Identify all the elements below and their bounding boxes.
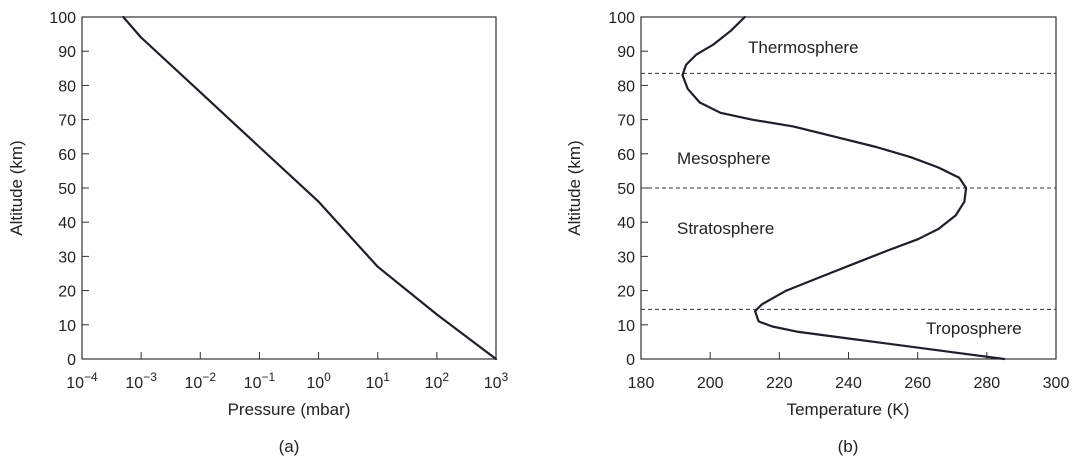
x-tick-label: 103 <box>484 370 509 392</box>
x-tick-label: 100 <box>306 370 331 392</box>
x-axis-title: Pressure (mbar) <box>228 400 351 419</box>
x-tick-exponent: 1 <box>383 370 390 384</box>
y-tick-label: 10 <box>58 318 76 335</box>
y-tick-label: 0 <box>67 352 76 369</box>
x-tick-base: 10 <box>484 375 502 392</box>
y-tick-label: 80 <box>58 78 76 95</box>
x-axis-ticks: 10−4 10−3 10−2 10−1 100 101 102 103 <box>66 352 509 392</box>
y-tick-label: 20 <box>58 284 76 301</box>
x-tick-base: 10 <box>365 375 383 392</box>
x-tick-label: 10−2 <box>185 370 217 392</box>
y-tick-label: 30 <box>617 249 635 266</box>
x-tick-exponent: −2 <box>202 370 216 384</box>
x-tick-base: 10 <box>185 375 203 392</box>
y-tick-label: 100 <box>49 10 76 27</box>
y-tick-label: 0 <box>626 352 635 369</box>
panel-label: (a) <box>279 437 300 456</box>
y-tick-label: 50 <box>617 181 635 198</box>
x-tick-exponent: −3 <box>143 370 157 384</box>
x-tick-label: 240 <box>835 375 862 392</box>
y-axis-title: Altitude (km) <box>565 140 584 235</box>
x-tick-label: 10−3 <box>125 370 157 392</box>
x-tick-base: 10 <box>125 375 143 392</box>
x-tick-exponent: −1 <box>261 370 275 384</box>
x-tick-label: 220 <box>766 375 793 392</box>
region-label-troposphere: Troposphere <box>926 319 1022 338</box>
y-tick-label: 40 <box>617 215 635 232</box>
y-axis-ticks: 0 10 20 30 40 50 60 70 80 90 100 <box>608 10 648 369</box>
x-axis-title: Temperature (K) <box>787 400 910 419</box>
y-axis-ticks: 0 10 20 30 40 50 60 70 80 90 100 <box>49 10 89 369</box>
x-tick-exponent: −4 <box>84 370 98 384</box>
x-tick-label: 180 <box>628 375 655 392</box>
y-tick-label: 70 <box>617 113 635 130</box>
x-tick-label: 102 <box>425 370 450 392</box>
y-tick-label: 70 <box>58 113 76 130</box>
y-tick-label: 80 <box>617 78 635 95</box>
y-tick-label: 30 <box>58 249 76 266</box>
x-tick-label: 10−1 <box>244 370 276 392</box>
region-label-stratosphere: Stratosphere <box>677 219 774 238</box>
temperature-profile-line <box>681 15 1006 361</box>
x-axis-ticks: 180 200 220 240 260 280 300 <box>628 352 1070 392</box>
y-tick-label: 90 <box>58 44 76 61</box>
x-tick-base: 10 <box>66 375 84 392</box>
y-tick-label: 40 <box>58 215 76 232</box>
x-tick-base: 10 <box>244 375 262 392</box>
x-tick-label: 10−4 <box>66 370 98 392</box>
y-tick-label: 90 <box>617 44 635 61</box>
y-tick-label: 60 <box>58 147 76 164</box>
x-tick-label: 280 <box>973 375 1000 392</box>
region-label-mesosphere: Mesosphere <box>677 149 771 168</box>
x-tick-label: 300 <box>1043 375 1070 392</box>
x-tick-label: 200 <box>697 375 724 392</box>
y-tick-label: 20 <box>617 284 635 301</box>
region-label-thermosphere: Thermosphere <box>748 38 859 57</box>
x-tick-exponent: 2 <box>442 370 449 384</box>
temperature-chart: 0 10 20 30 40 50 60 70 80 90 100 180 200 220 240 260 28… <box>565 10 1069 456</box>
x-tick-label: 260 <box>904 375 931 392</box>
x-tick-base: 10 <box>306 375 324 392</box>
x-tick-exponent: 3 <box>502 370 509 384</box>
x-tick-base: 10 <box>425 375 443 392</box>
layer-boundaries <box>641 72 1056 310</box>
chart-frame <box>81 16 497 360</box>
y-tick-label: 50 <box>58 181 76 198</box>
x-tick-label: 101 <box>365 370 390 392</box>
panel-label: (b) <box>838 437 859 456</box>
y-tick-label: 60 <box>617 147 635 164</box>
y-tick-label: 10 <box>617 318 635 335</box>
y-tick-label: 100 <box>608 10 635 27</box>
x-tick-exponent: 0 <box>324 370 331 384</box>
y-axis-title: Altitude (km) <box>7 140 26 235</box>
pressure-profile-line <box>122 15 498 361</box>
